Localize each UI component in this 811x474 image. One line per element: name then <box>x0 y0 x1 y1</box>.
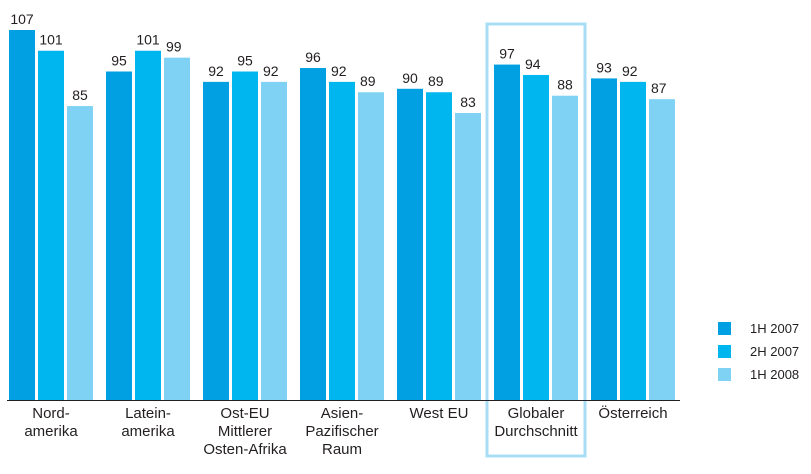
value-label: 101 <box>136 32 160 48</box>
value-label: 97 <box>499 46 515 62</box>
value-labels-layer: 107 95 92 96 90 97 93 101 101 95 92 89 94 92 85 99 92 89 8… <box>10 11 666 110</box>
bar <box>455 112 481 400</box>
bar <box>591 78 617 400</box>
bar <box>358 92 384 401</box>
bar <box>106 71 132 400</box>
value-label: 92 <box>263 63 279 79</box>
category-label: Asien-Pazifischer Raum <box>305 405 378 458</box>
value-label: 96 <box>305 49 321 65</box>
value-label: 89 <box>428 73 444 89</box>
bar <box>67 106 93 400</box>
bar <box>300 68 326 400</box>
value-label: 89 <box>360 73 376 89</box>
bar <box>523 74 549 400</box>
bars-layer <box>9 30 675 401</box>
value-label: 101 <box>39 32 63 48</box>
category-label: Globaler Durchschnitt <box>494 405 578 440</box>
legend-swatch <box>718 322 731 335</box>
value-label: 94 <box>525 56 541 72</box>
bar <box>494 64 520 400</box>
value-label: 95 <box>237 52 253 68</box>
bar <box>261 81 287 401</box>
category-labels-layer: Nord-amerika Latein-amerika Ost-EU Mittlere… <box>24 404 667 458</box>
category-label: Ost-EU Mittlerer Osten-Afrika <box>203 405 287 458</box>
bar <box>203 81 229 401</box>
value-label: 88 <box>557 77 573 93</box>
value-label: 92 <box>622 63 638 79</box>
bar <box>649 99 675 401</box>
bar <box>135 50 161 400</box>
bar <box>164 57 190 401</box>
bar <box>552 95 578 401</box>
value-label: 92 <box>331 63 347 79</box>
value-label: 87 <box>651 80 667 96</box>
value-label: 90 <box>402 70 418 86</box>
category-label: Nord-amerika <box>24 405 78 440</box>
value-label: 92 <box>208 63 224 79</box>
bar <box>426 92 452 401</box>
value-label: 83 <box>460 94 476 110</box>
bar <box>329 81 355 401</box>
legend-label: 1H 2007 <box>750 321 799 336</box>
legend-label: 1H 2008 <box>750 367 799 382</box>
value-label: 99 <box>166 39 182 55</box>
legend-swatch <box>718 368 731 381</box>
bar <box>620 81 646 401</box>
value-label: 93 <box>596 59 612 75</box>
category-label: Latein-amerika <box>121 405 175 440</box>
category-label: West EU <box>410 405 469 422</box>
bar <box>232 71 258 400</box>
legend: 1H 2007 2H 2007 1H 2008 <box>718 321 799 382</box>
bar <box>38 50 64 400</box>
highlight-frame <box>485 22 587 458</box>
bar <box>9 30 35 400</box>
legend-swatch <box>718 345 731 358</box>
value-label: 107 <box>10 11 34 27</box>
highlight-layer <box>485 22 587 458</box>
legend-label: 2H 2007 <box>750 344 799 359</box>
bar <box>397 88 423 401</box>
value-label: 85 <box>72 87 88 103</box>
category-label: Österreich <box>598 404 667 422</box>
value-label: 95 <box>111 52 127 68</box>
